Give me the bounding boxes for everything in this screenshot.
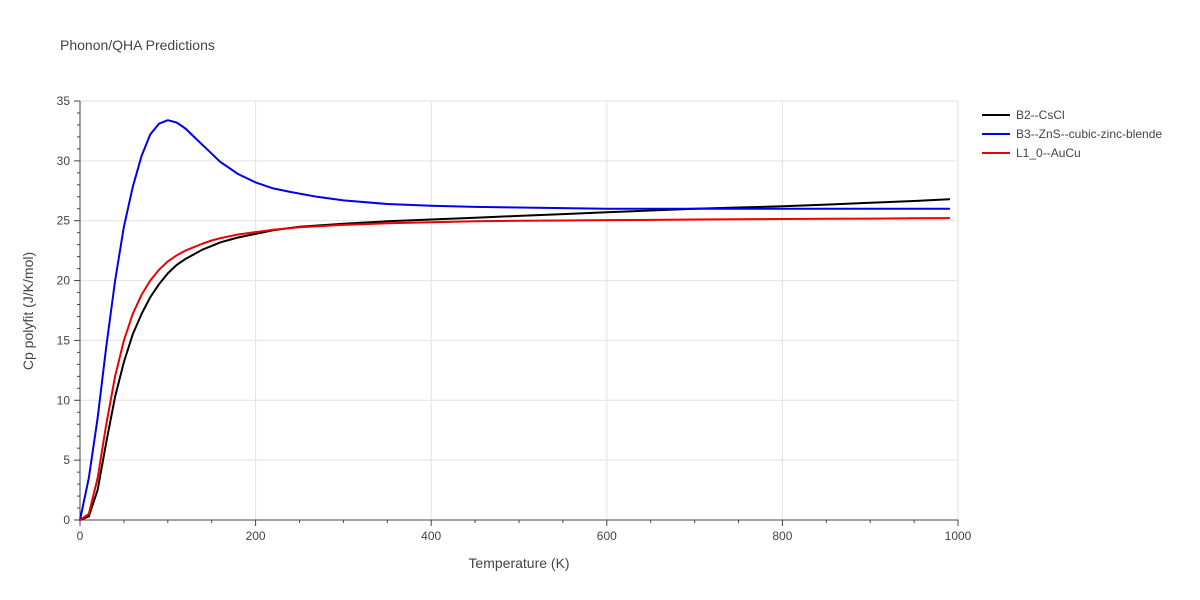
x-tick-label: 400 xyxy=(421,529,441,543)
x-tick-label: 600 xyxy=(597,529,617,543)
series-lines xyxy=(79,119,951,521)
y-tick-label: 35 xyxy=(57,94,71,108)
legend: B2--CsCl B3--ZnS--cubic-zinc-blende L1_0--… xyxy=(982,108,1162,160)
y-axis-title: Cp polyfit (J/K/mol) xyxy=(20,252,36,370)
grid xyxy=(80,100,959,520)
legend-label: B2--CsCl xyxy=(1016,108,1065,122)
y-tick-label: 15 xyxy=(57,333,71,347)
y-tick-label: 10 xyxy=(57,393,71,407)
legend-item-2[interactable]: L1_0--AuCu xyxy=(982,146,1081,160)
x-tick-label: 0 xyxy=(77,529,84,543)
axes: 0 200 400 600 800 1000 0 5 10 15 20 25 30 35 xyxy=(57,94,972,543)
series-line-2 xyxy=(79,217,951,521)
x-tick-label: 1000 xyxy=(945,529,972,543)
y-tick-label: 30 xyxy=(57,154,71,168)
series-line-1 xyxy=(79,119,951,521)
x-tick-label: 200 xyxy=(246,529,266,543)
legend-label: L1_0--AuCu xyxy=(1016,146,1081,160)
legend-item-1[interactable]: B3--ZnS--cubic-zinc-blende xyxy=(982,127,1162,141)
x-tick-label: 800 xyxy=(772,529,792,543)
legend-item-0[interactable]: B2--CsCl xyxy=(982,108,1065,122)
legend-label: B3--ZnS--cubic-zinc-blende xyxy=(1016,127,1162,141)
x-axis-title: Temperature (K) xyxy=(468,555,569,571)
y-tick-label: 0 xyxy=(63,513,70,527)
y-tick-label: 25 xyxy=(57,214,71,228)
y-tick-label: 20 xyxy=(57,274,71,288)
chart-title: Phonon/QHA Predictions xyxy=(60,37,215,53)
y-tick-label: 5 xyxy=(63,453,70,467)
